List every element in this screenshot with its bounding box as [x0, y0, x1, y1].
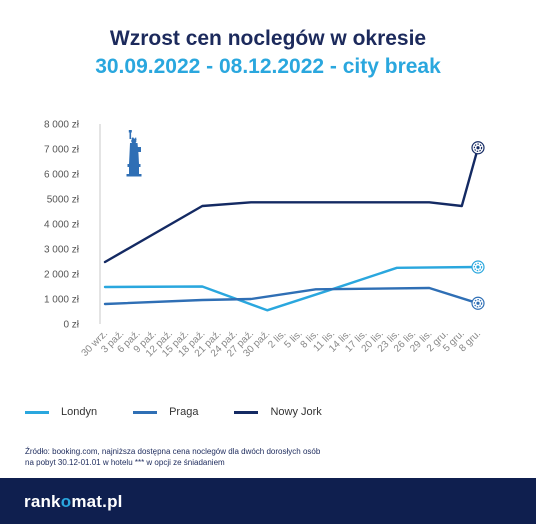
legend-swatch-nowy-jork	[234, 410, 259, 414]
series-line-2	[103, 146, 480, 264]
end-marker-dot	[476, 265, 480, 269]
legend-label-londyn: Londyn	[61, 406, 98, 418]
chart-title: Wzrost cen noclegów w okresie	[109, 27, 427, 50]
statue-icon-part	[129, 143, 139, 164]
rankomat-logo[interactable]: rankomat.pl	[24, 492, 123, 512]
end-marker-dot	[476, 146, 480, 150]
legend-item-praga: Praga	[133, 406, 198, 418]
y-tick-label: 5000 zł	[47, 195, 80, 206]
statue-of-liberty-icon	[126, 130, 142, 177]
logo-text-end: mat.pl	[71, 492, 123, 511]
legend-swatch-londyn	[25, 410, 49, 414]
end-marker-dot	[476, 301, 480, 305]
y-tick-label: 3 000 zł	[44, 245, 80, 256]
y-tick-label: 8 000 zł	[44, 120, 80, 131]
statue-icon-part	[129, 167, 139, 174]
end-marker-inner-ring	[473, 143, 483, 152]
series-line-1	[103, 286, 480, 306]
y-tick-label: 0 zł	[63, 320, 79, 331]
statue-icon-part	[137, 147, 141, 152]
y-tick-label: 2 000 zł	[44, 270, 80, 281]
statue-icon-part	[128, 130, 132, 133]
source-line-2: na pobyt 30.12-01.01 w hotelu *** w opcj…	[25, 458, 225, 467]
y-tick-label: 7 000 zł	[44, 145, 80, 156]
legend-item-nowy-jork: Nowy Jork	[234, 406, 322, 418]
statue-icon-part	[126, 174, 142, 177]
statue-icon-part	[131, 137, 137, 140]
legend: Londyn Praga Nowy Jork	[25, 405, 358, 419]
y-tick-label: 4 000 zł	[44, 220, 80, 231]
legend-item-londyn: Londyn	[25, 406, 97, 418]
end-marker-inner-ring	[473, 262, 483, 272]
chart-subtitle: 30.09.2022 - 08.12.2022 - city break	[95, 55, 441, 78]
source-line-1: Źródło: booking.com, najniższa dostępna …	[25, 447, 321, 456]
footer-bar: rankomat.pl	[0, 478, 536, 524]
legend-swatch-praga	[133, 410, 158, 414]
end-marker-inner-ring	[473, 299, 483, 308]
series-line-0	[103, 265, 480, 312]
statue-icon-part	[129, 130, 132, 139]
logo-text-o: o	[60, 492, 72, 511]
line-chart: 0 zł 1 000 zł 2 000 zł 3 000 zł 4 000 zł 5000…	[44, 120, 485, 359]
statue-icon-part	[127, 164, 141, 167]
logo-text-start: rank	[24, 492, 61, 511]
source-note: Źródło: booking.com, najniższa dostępna …	[25, 446, 385, 468]
legend-label-praga: Praga	[169, 406, 199, 418]
legend-label-nowy-jork: Nowy Jork	[270, 406, 322, 418]
y-tick-label: 6 000 zł	[44, 170, 80, 181]
y-tick-label: 1 000 zł	[44, 295, 80, 306]
